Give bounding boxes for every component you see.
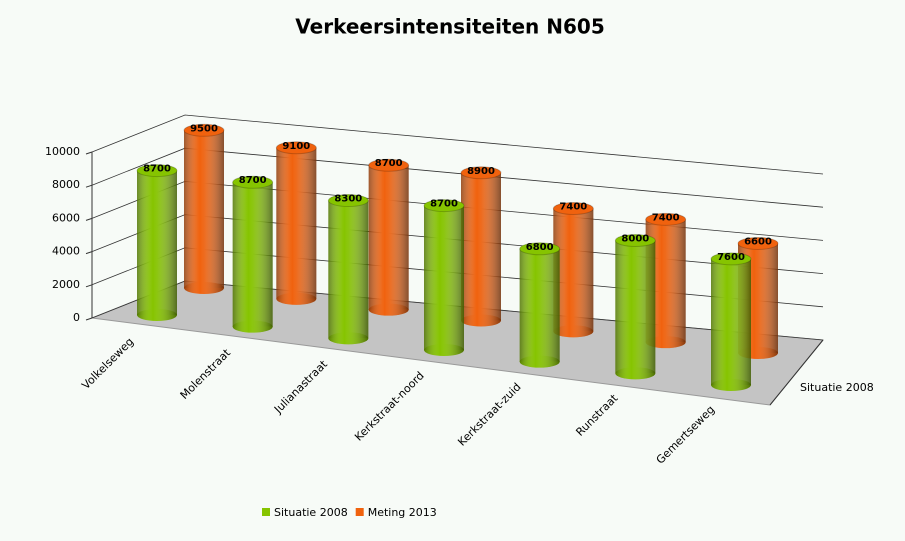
bar-shade <box>615 240 656 374</box>
y-tick <box>85 184 93 188</box>
x-tick-label: Molenstraat <box>178 346 234 402</box>
y-tick <box>85 151 93 155</box>
bar-shade <box>461 172 501 321</box>
value-label: 8700 <box>143 164 171 175</box>
legend-swatch <box>262 508 270 516</box>
x-tick-label: Kerkstraat-zuid <box>455 380 523 448</box>
value-label: 7600 <box>717 252 745 263</box>
value-label: 7400 <box>652 212 680 223</box>
y-tick <box>85 217 93 221</box>
bar-top <box>368 158 410 172</box>
bar-shade <box>711 258 751 385</box>
y-tick-label: 10000 <box>45 145 80 158</box>
value-label: 8300 <box>334 194 362 205</box>
value-label: 8000 <box>621 234 649 245</box>
bar-shade <box>368 165 409 310</box>
value-label: 8700 <box>239 175 267 186</box>
y-tick <box>85 317 93 321</box>
x-tick-label: Runstraat <box>573 391 620 438</box>
value-label: 8700 <box>430 199 458 210</box>
bar-shade <box>137 170 177 315</box>
value-label: 7400 <box>559 201 587 212</box>
y-tick-label: 8000 <box>52 178 80 191</box>
bar-shade <box>553 208 594 332</box>
y-tick <box>85 251 93 255</box>
value-label: 6600 <box>744 236 772 247</box>
value-label: 9500 <box>190 123 218 134</box>
x-tick-label: Kerkstraat-noord <box>352 369 427 444</box>
value-label: 8900 <box>467 166 495 177</box>
grid-line <box>91 114 824 175</box>
bar-top <box>614 234 656 248</box>
bar-top <box>645 212 687 226</box>
chart-title: Verkeersintensiteiten N605 <box>295 15 604 39</box>
bar-top <box>136 164 178 178</box>
legend-label: Meting 2013 <box>368 506 437 519</box>
value-label: 9100 <box>282 141 310 152</box>
value-label: 8700 <box>375 158 403 169</box>
bar-shade <box>328 200 369 339</box>
depth-label: Situatie 2008 <box>800 381 874 394</box>
value-label: 6800 <box>526 242 554 253</box>
depth-axis <box>769 339 824 406</box>
y-tick <box>85 284 93 288</box>
bar-shade <box>276 147 317 299</box>
x-tick-label: Gemertseweg <box>654 403 718 467</box>
bar-shade <box>232 182 273 327</box>
bar-top <box>183 123 225 137</box>
bar-top <box>327 194 369 208</box>
bar-shade <box>519 248 560 362</box>
bar-top <box>737 236 779 250</box>
bar-top <box>423 199 465 213</box>
y-tick-label: 6000 <box>52 211 80 224</box>
y-tick-label: 4000 <box>52 245 80 258</box>
y-tick-label: 2000 <box>52 278 80 291</box>
bar-shade <box>184 130 224 288</box>
bar-top <box>232 175 274 189</box>
x-tick-label: Volkelseweg <box>79 335 136 392</box>
y-tick-label: 0 <box>73 311 80 324</box>
bar-top <box>460 166 502 180</box>
bar-top <box>275 141 317 155</box>
x-tick-label: Julianastraat <box>271 357 330 416</box>
legend-swatch <box>355 508 364 516</box>
bar-top <box>552 201 594 215</box>
bar-shade <box>424 205 464 350</box>
bar-top <box>710 252 752 266</box>
legend-label: Situatie 2008 <box>274 506 348 519</box>
bar-top <box>519 242 561 256</box>
